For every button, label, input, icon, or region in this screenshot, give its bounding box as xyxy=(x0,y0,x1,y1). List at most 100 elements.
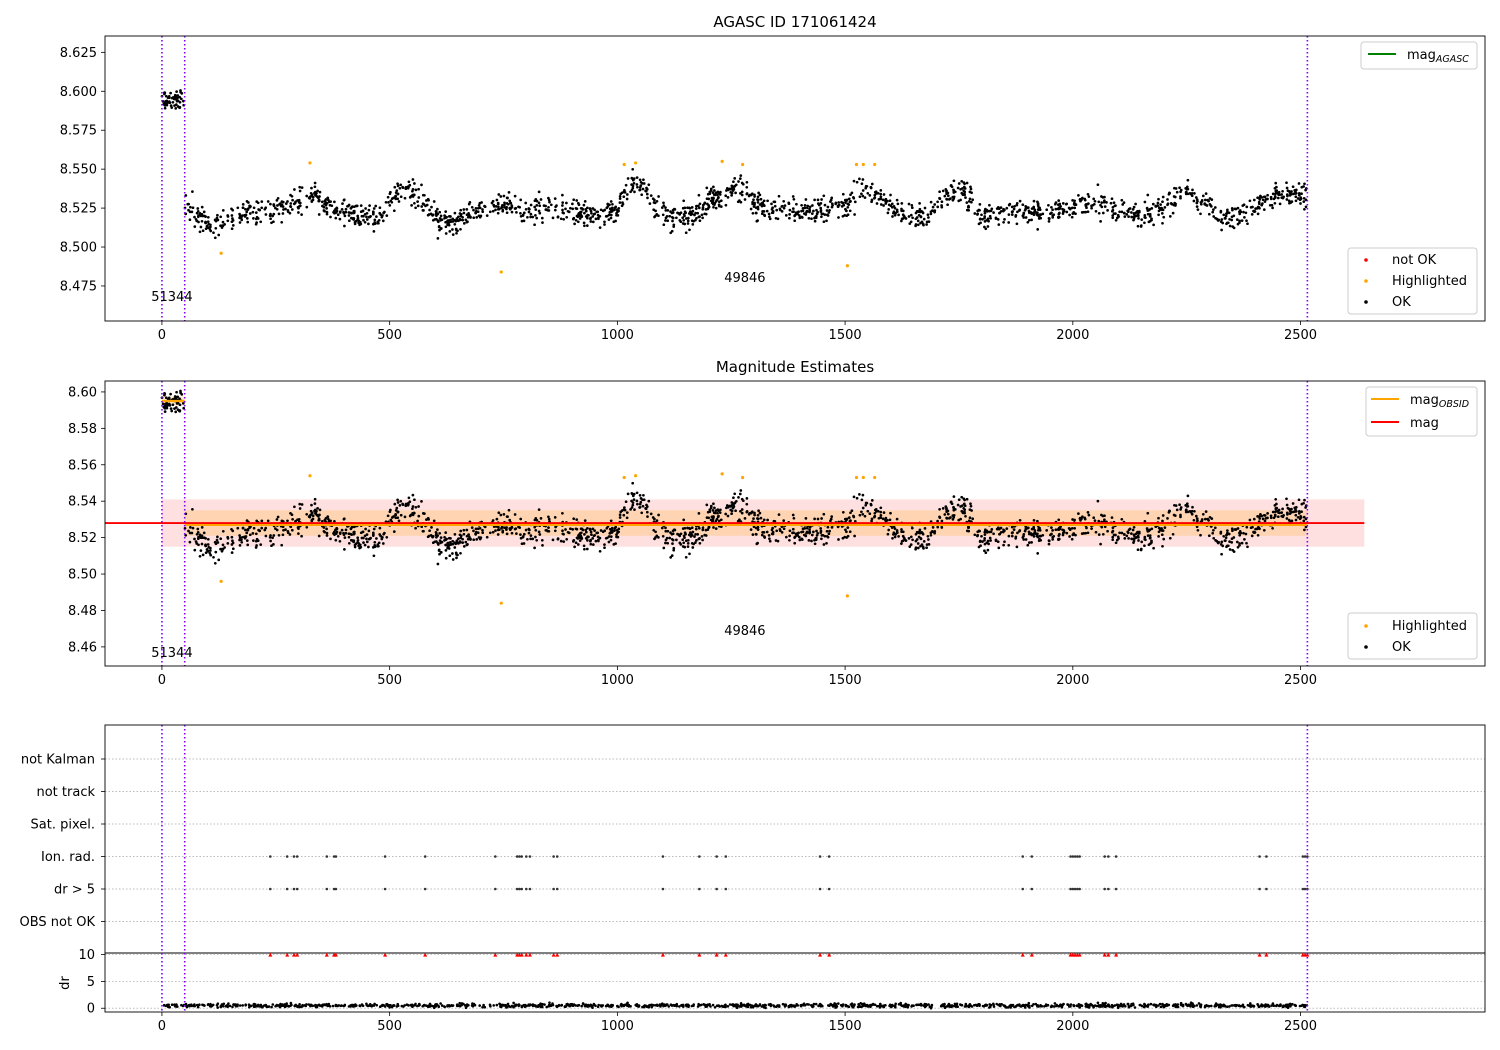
ok-point xyxy=(1027,530,1031,534)
ok-point xyxy=(812,209,815,213)
ok-point xyxy=(204,551,208,555)
ok-point xyxy=(356,214,360,218)
ok-point xyxy=(1110,197,1114,201)
ok-point xyxy=(390,200,394,204)
ok-point xyxy=(201,229,205,233)
ok-point xyxy=(652,208,656,212)
ok-point xyxy=(1236,527,1240,530)
ok-point xyxy=(907,202,911,206)
ok-point xyxy=(272,543,275,546)
ok-point xyxy=(1090,527,1093,530)
ok-point xyxy=(792,516,796,520)
dr-point xyxy=(995,1002,998,1006)
ok-point xyxy=(340,208,344,211)
ok-point xyxy=(1131,528,1135,532)
dr-point xyxy=(390,1005,394,1009)
ok-point xyxy=(426,197,430,201)
ok-point xyxy=(1160,533,1164,537)
dr-point xyxy=(1172,1004,1175,1007)
ok-point xyxy=(462,532,466,536)
dr-point xyxy=(1104,1004,1108,1008)
ok-point xyxy=(1204,510,1208,513)
ok-point xyxy=(964,514,967,518)
ok-point xyxy=(533,199,537,203)
ok-point xyxy=(929,531,933,535)
ok-point xyxy=(688,210,692,213)
ok-point xyxy=(297,206,300,210)
ok-point xyxy=(1173,186,1176,190)
ok-point xyxy=(844,528,847,532)
ok-point xyxy=(398,504,402,507)
dr-point xyxy=(443,1005,447,1009)
ok-point xyxy=(804,534,808,538)
ok-point xyxy=(708,190,712,194)
ok-point xyxy=(502,513,506,516)
x-tick-label: 0 xyxy=(158,328,166,343)
ok-point xyxy=(886,199,889,203)
ok-point xyxy=(311,514,315,518)
ok-point xyxy=(518,205,522,209)
ok-point xyxy=(526,215,529,219)
ok-point xyxy=(356,540,359,544)
ok-point xyxy=(230,227,234,231)
ok-point xyxy=(561,201,565,204)
ok-point xyxy=(1128,527,1132,531)
ok-point xyxy=(886,532,890,536)
ok-point xyxy=(793,535,797,539)
ok-point xyxy=(537,201,541,205)
ok-point xyxy=(496,207,500,211)
ok-point xyxy=(962,181,966,184)
ok-point xyxy=(414,206,417,210)
ok-point xyxy=(740,511,744,515)
ok-point xyxy=(633,508,636,511)
ok-point xyxy=(342,210,345,214)
ok-point xyxy=(513,194,517,198)
ok-point xyxy=(599,529,603,532)
ok-point xyxy=(825,209,829,212)
ok-point xyxy=(879,189,883,192)
ok-point xyxy=(850,509,854,513)
ok-point xyxy=(684,539,688,543)
ok-point xyxy=(264,213,268,216)
ok-point xyxy=(1049,533,1052,537)
ok-point xyxy=(571,217,575,221)
ok-point xyxy=(1010,205,1014,209)
ok-point xyxy=(174,410,178,414)
ok-point xyxy=(1033,208,1037,212)
ok-point xyxy=(777,513,781,516)
ok-point xyxy=(1300,185,1304,189)
ok-point xyxy=(639,500,643,504)
ok-point xyxy=(1161,200,1164,204)
ok-point xyxy=(251,210,255,214)
ok-point xyxy=(1143,221,1146,225)
ok-point xyxy=(472,538,476,542)
ok-point xyxy=(808,205,812,209)
ok-point xyxy=(298,502,302,506)
ok-point xyxy=(1303,182,1306,186)
ok-point xyxy=(462,208,466,211)
ok-point xyxy=(394,509,398,512)
ok-point xyxy=(703,201,707,205)
ok-point xyxy=(325,201,329,205)
ok-point xyxy=(902,536,906,540)
ok-point xyxy=(598,549,602,553)
ok-point xyxy=(822,512,826,516)
x-tick-label: 2500 xyxy=(1284,328,1317,343)
ok-point xyxy=(427,213,431,216)
ok-point xyxy=(999,530,1003,534)
ok-point xyxy=(344,531,348,535)
ok-point xyxy=(455,556,458,560)
ok-point xyxy=(614,219,617,223)
ok-point xyxy=(1184,504,1188,507)
ok-point xyxy=(936,205,940,209)
ok-point xyxy=(1159,203,1162,206)
ok-point xyxy=(917,210,920,214)
ok-point xyxy=(1152,546,1155,550)
ok-point xyxy=(689,213,693,217)
ok-point xyxy=(1245,525,1249,529)
ok-point xyxy=(900,542,903,545)
ok-point xyxy=(286,209,290,212)
flag-point xyxy=(292,855,296,858)
ok-point xyxy=(1235,218,1239,221)
ok-point xyxy=(775,529,779,533)
